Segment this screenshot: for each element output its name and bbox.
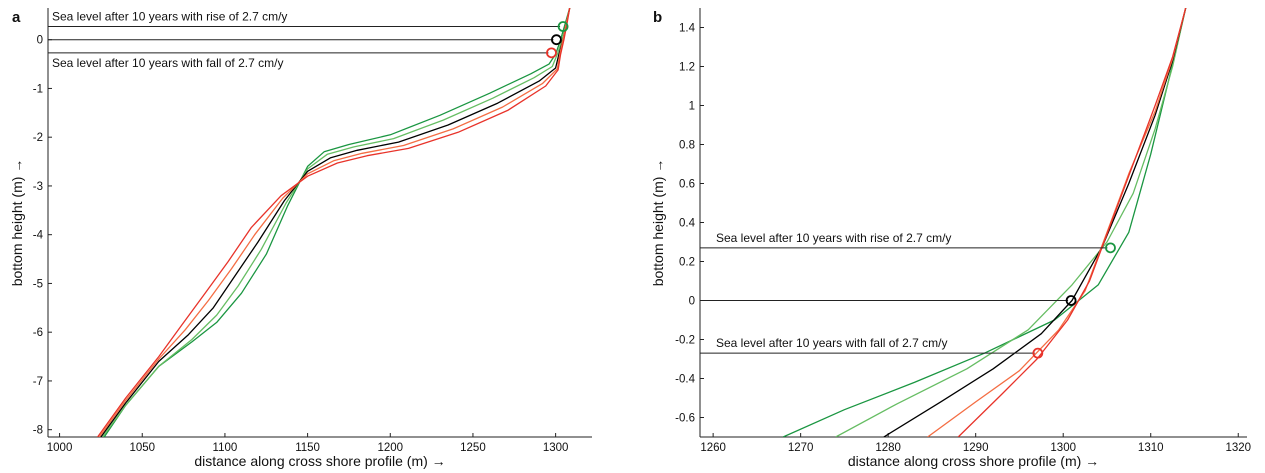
panel-b-y-tick-label: 0.6: [679, 179, 695, 191]
panel-b-sea-level-marker: [1032, 347, 1044, 359]
panel-b-y-tick-label: 1.4: [679, 23, 696, 35]
panel-b-x-axis-label: distance along cross shore profile (m) →: [848, 453, 1099, 469]
panel-b-label: b: [653, 9, 662, 26]
panel-b-x-tick-label: 1290: [963, 442, 989, 454]
panel-a-x-tick-label: 1100: [213, 442, 238, 454]
panel-a-x-tick-label: 1300: [543, 442, 569, 454]
panel-a-x-tick-label: 1000: [47, 442, 73, 454]
panel-a-y-tick-label: -7: [33, 376, 43, 388]
panel-b-y-tick-label: 0.4: [679, 218, 696, 230]
panel-a-y-tick-label: -3: [33, 181, 43, 193]
panel-b-y-tick-label: -0.2: [675, 335, 695, 347]
panel-b-y-axis-label: bottom height (m) →: [650, 159, 666, 287]
panel-b-y-tick-label: 0.2: [679, 257, 695, 269]
panel-b-series-group: [782, 8, 1187, 437]
panel-b-x-tick-label: 1270: [788, 442, 814, 454]
panel-a-y-tick-label: -1: [33, 83, 43, 95]
panel-a-x-axis-label: distance along cross shore profile (m) →: [194, 453, 445, 469]
panel-a-sea-level-marker: [557, 21, 569, 32]
panel-b-x-tick-label: 1310: [1138, 442, 1164, 454]
panel-a-sea-level-marker: [551, 34, 562, 46]
panel-b-y-tick-label: 0: [689, 296, 695, 308]
panel-a-x-tick-label: 1250: [460, 442, 486, 454]
panel-b-sea-level-marker: [1065, 295, 1077, 306]
panel-b-series-line-2: [835, 8, 1187, 437]
panel-b-sea-level-marker: [1105, 242, 1116, 254]
panel-a-annotation-fall: Sea level after 10 years with fall of 2.…: [52, 56, 283, 70]
panel-a-series-line-1: [103, 8, 571, 437]
panel-b-x-tick-label: 1300: [1050, 442, 1076, 454]
panel-a-y-tick-label: -5: [33, 278, 43, 290]
panel-a-x-tick-label: 1200: [377, 442, 403, 454]
panel-a-series-line-2: [102, 8, 571, 437]
panel-b-series-line-4: [927, 8, 1187, 437]
panel-b-series-line-3: [883, 8, 1187, 437]
panel-b-y-tick-label: -0.6: [675, 413, 695, 425]
panel-a-y-tick-label: -4: [33, 230, 44, 242]
panel-b-y-tick-label: 1.2: [679, 62, 695, 74]
panel-b-x-tick-label: 1320: [1225, 442, 1251, 454]
panel-a-chart: 1000 1050 1100 1150 1200 1250 1300 0 -1 -2 -3 -4 -5 -…: [9, 8, 592, 469]
panel-b-series-line-5: [957, 8, 1187, 437]
panel-a-series-line-3: [100, 8, 571, 437]
panel-b-y-tick-label: 1: [689, 101, 695, 113]
panel-b-y-tick-label: 0.8: [679, 140, 695, 152]
panel-b-x-tick-label: 1260: [700, 442, 726, 454]
panel-a-y-tick-label: -6: [33, 327, 43, 339]
panel-b-y-tick-label: -0.4: [675, 374, 695, 386]
panel-a-x-tick-label: 1050: [129, 442, 155, 454]
panel-a-annotation-rise: Sea level after 10 years with rise of 2.…: [52, 10, 287, 24]
panel-b-annotation-fall: Sea level after 10 years with fall of 2.…: [716, 336, 947, 350]
panel-a-y-tick-label: -8: [33, 425, 43, 437]
panel-a-label: a: [12, 9, 21, 26]
panel-b-series-line-1: [782, 8, 1187, 437]
panel-b-chart: 1260 1270 1280 1290 1300 1310 1320 1.4 1.2 1 0.8 0.…: [650, 8, 1251, 469]
panel-a-series-line-4: [98, 8, 571, 437]
panel-b-annotation-rise: Sea level after 10 years with rise of 2.…: [716, 231, 951, 245]
panel-a-y-axis-label: bottom height (m) →: [9, 159, 25, 287]
panel-a-x-tick-label: 1150: [295, 442, 320, 454]
panel-b-x-tick-label: 1280: [875, 442, 901, 454]
panel-a-y-tick-label: 0: [37, 35, 43, 47]
panel-a-series-group: [97, 8, 571, 437]
panel-a-series-line-5: [97, 8, 571, 437]
panel-a-sea-level-marker: [546, 47, 557, 59]
panel-a-y-tick-label: -2: [33, 132, 43, 144]
